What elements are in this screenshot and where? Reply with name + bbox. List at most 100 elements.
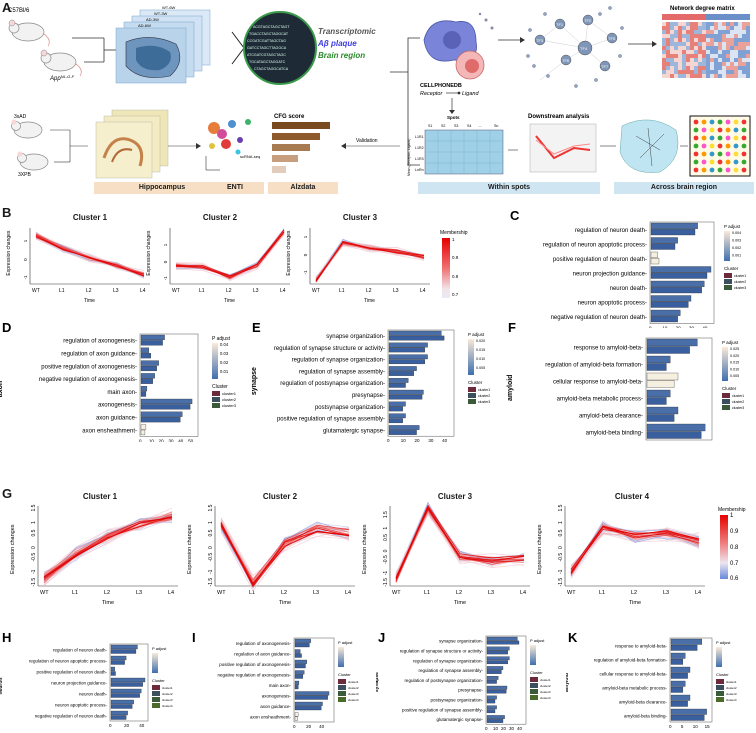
heatmap-cell — [746, 46, 750, 50]
heatmap-cell — [738, 58, 742, 62]
enrichment-bar — [388, 382, 406, 388]
x-tick-label: 5 — [681, 724, 684, 729]
enrichment-bar — [110, 693, 140, 698]
x-tick-label: 10 — [693, 724, 699, 729]
chip-hippocampus: Hippocampus — [94, 182, 230, 194]
enrichment-bar — [388, 418, 403, 424]
tf-node-3: TF3 — [536, 38, 544, 43]
membership-line — [175, 233, 285, 280]
heatmap-cell — [702, 74, 706, 78]
y-tick-label: -1 — [208, 569, 214, 574]
enrichment-bar — [670, 708, 707, 715]
enrichment-bar — [486, 670, 502, 674]
enrichment-bar — [110, 660, 125, 665]
heatmap-cell — [714, 38, 718, 42]
panel-letter-b: B — [2, 205, 12, 220]
svg-text:CTAGCTAGGCATCA: CTAGCTAGGCATCA — [254, 67, 289, 71]
cluster-legend-title: Cluster — [212, 384, 228, 390]
padj-tick: 0.03 — [220, 351, 229, 356]
cluster-swatch — [468, 387, 476, 392]
heatmap-cell — [706, 46, 710, 50]
heatmap-cell — [670, 34, 674, 38]
panel-g-line-plots: WT L1 L2 L3 L4 Time Expression changes 1.5 1 0.5 0… — [10, 501, 705, 606]
cellphonedb-label: CELLPHONEDB — [420, 83, 462, 89]
heatmap-cell — [746, 70, 750, 74]
heatmap-cell — [726, 54, 730, 58]
term-label: response to amyloid-beta- — [574, 346, 643, 352]
padj-legend-title: P adjust — [716, 640, 731, 645]
enrichment-bar — [388, 354, 428, 360]
heatmap-cell — [726, 26, 730, 30]
x-tick-label: 40 — [178, 438, 184, 442]
enrichment-bar — [110, 704, 133, 709]
heatmap-cell — [702, 62, 706, 66]
heatmap-cell — [690, 54, 694, 58]
heatmap-cell — [682, 62, 686, 66]
cluster-legend-title: Cluster — [338, 672, 351, 677]
heatmap-cell — [694, 62, 698, 66]
tf-network — [526, 6, 624, 88]
heatmap-cell — [742, 58, 746, 62]
membership-line — [175, 234, 285, 280]
enrichment-bar — [486, 689, 507, 694]
enrichment-bar — [140, 365, 157, 372]
enrichment-bar — [646, 363, 667, 371]
heatmap-cell — [718, 62, 722, 66]
heatmap-cell — [670, 54, 674, 58]
line-plot-1: WT L1 L2 L3 L4 Time Expression changes 1 0 -1 — [6, 228, 150, 302]
enrichment-bar — [650, 295, 692, 302]
heatmap-cell — [706, 30, 710, 34]
x-tick-label: WT — [32, 288, 40, 294]
heatmap-cell — [742, 34, 746, 38]
correlation-dot — [733, 151, 739, 157]
heatmap-cell — [694, 74, 698, 78]
correlation-dot — [741, 151, 747, 157]
enrichment-bar — [646, 372, 679, 381]
correlation-dot — [693, 167, 699, 173]
g-membership-legend: Membership 1 0.9 0.8 0.7 0.6 — [718, 507, 746, 582]
padj-tick: 0.015 — [730, 361, 739, 365]
enrichment-bar — [670, 694, 691, 701]
heatmap-cell — [726, 42, 730, 46]
heatmap-cell — [682, 38, 686, 42]
term-label: neuron apoptotic process- — [578, 300, 647, 306]
correlation-dot — [693, 143, 699, 149]
x-tick-label: L1 — [424, 590, 430, 596]
term-label: regulation of synapse assembly- — [299, 369, 385, 375]
membership-line — [315, 238, 425, 278]
cluster-swatch — [722, 399, 730, 404]
heatmap-cell — [738, 42, 742, 46]
b-legend-tick-4: 0.7 — [452, 292, 459, 297]
b-cluster3-title: Cluster 3 — [342, 213, 378, 222]
line-plot-3: WT L1 L2 L3 L4 Time Expression changes 1 0 -1 — [286, 228, 430, 302]
heatmap-cell — [666, 70, 670, 74]
term-label: regulation of synapse structure or activ… — [274, 346, 385, 352]
mouse-c57-icon — [8, 19, 50, 47]
heatmap-cell — [746, 54, 750, 58]
x-tick-label: 10 — [493, 726, 499, 731]
heatmap-cell — [722, 38, 726, 42]
heatmap-cell — [682, 54, 686, 58]
heatmap-cell — [690, 46, 694, 50]
x-tick-label: L3 — [663, 590, 669, 596]
heatmap-cell — [726, 62, 730, 66]
heatmap-cell — [702, 30, 706, 34]
svg-text:ATCGATCGTAGCTAGC: ATCGATCGTAGCTAGC — [247, 53, 286, 57]
heatmap-cell — [726, 34, 730, 38]
y-tick-label: 0 — [383, 549, 389, 552]
heatmap-cell — [698, 34, 702, 38]
enrichment-bar — [140, 404, 191, 410]
mouse1-label: C57Bl/6 — [8, 8, 30, 14]
heatmap-cell — [662, 58, 666, 62]
heatmap-cell — [730, 22, 734, 26]
heatmap-cell — [738, 30, 742, 34]
x-tick-label: WT — [172, 288, 180, 294]
cluster-swatch — [724, 279, 732, 284]
heatmap-cell — [690, 62, 694, 66]
membership-line — [395, 508, 525, 578]
x-tick-label: 30 — [428, 438, 434, 442]
g-cluster3-title: Cluster 3 — [437, 492, 473, 501]
enrichment-bar — [646, 338, 698, 347]
term-label: main axon- — [269, 683, 292, 688]
